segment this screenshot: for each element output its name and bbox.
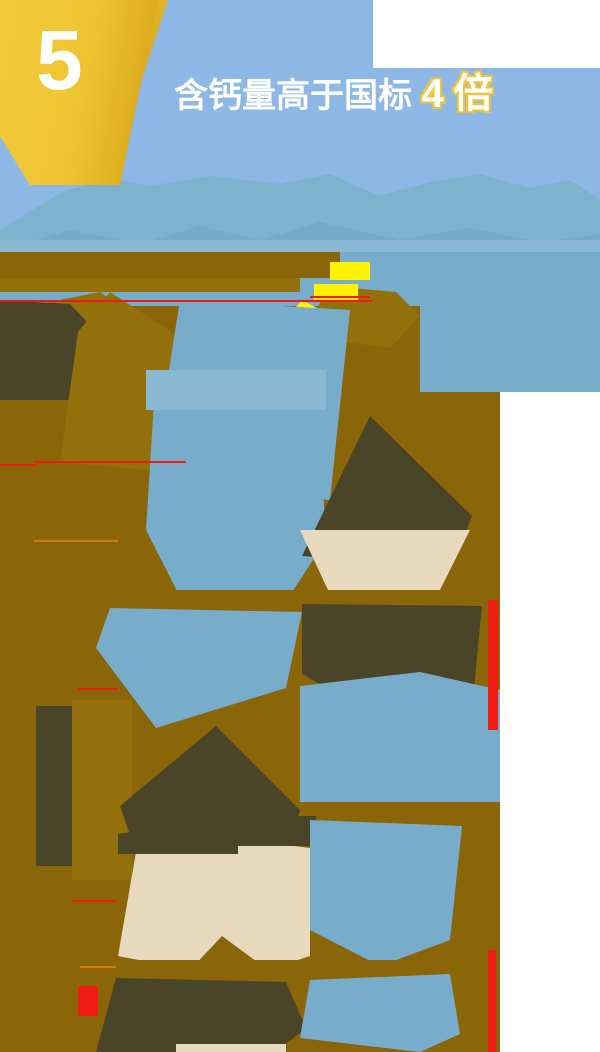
glitch-artifact-39 — [34, 461, 186, 463]
glitch-artifact-47 — [492, 954, 496, 1020]
glitch-artifact-33 — [96, 978, 306, 1052]
glitch-artifact-46 — [80, 966, 116, 968]
glitch-artifact-7 — [330, 262, 370, 280]
glitch-artifact-4 — [340, 252, 600, 278]
glitch-artifact-44 — [72, 900, 116, 902]
glitch-artifact-30 — [228, 816, 316, 846]
page-title: 含钙量高于国标 4 倍 — [174, 74, 493, 114]
glitch-artifact-37 — [0, 300, 372, 302]
glitch-artifact-20 — [300, 530, 470, 590]
glitch-artifact-2 — [0, 240, 600, 252]
glitch-artifact-13 — [420, 292, 600, 392]
glitch-artifact-31 — [310, 820, 462, 966]
headline-accent-number: 4 — [421, 72, 444, 116]
glitch-artifact-40 — [34, 540, 118, 542]
glitch-artifact-3 — [0, 252, 340, 278]
glitch-artifact-38 — [310, 296, 370, 298]
glitch-artifact-1 — [500, 300, 600, 1052]
glitch-artifact-5 — [0, 278, 300, 292]
glitch-artifact-34 — [300, 974, 460, 1052]
glitch-artifact-6 — [300, 278, 600, 292]
glitch-artifact-25 — [36, 706, 72, 866]
badge-number: 5 — [36, 13, 83, 107]
glitch-artifact-42 — [488, 600, 498, 730]
headline-main-text: 含钙量高于国标 — [174, 77, 412, 115]
glitch-artifact-35 — [78, 986, 98, 1016]
glitch-artifact-36 — [176, 1044, 286, 1052]
glitch-artifact-43 — [78, 688, 118, 690]
glitch-artifact-18 — [146, 370, 326, 410]
glitch-artifact-24 — [300, 672, 500, 802]
glitch-artifact-41 — [0, 464, 36, 466]
headline-accent-unit: 倍 — [453, 72, 494, 116]
